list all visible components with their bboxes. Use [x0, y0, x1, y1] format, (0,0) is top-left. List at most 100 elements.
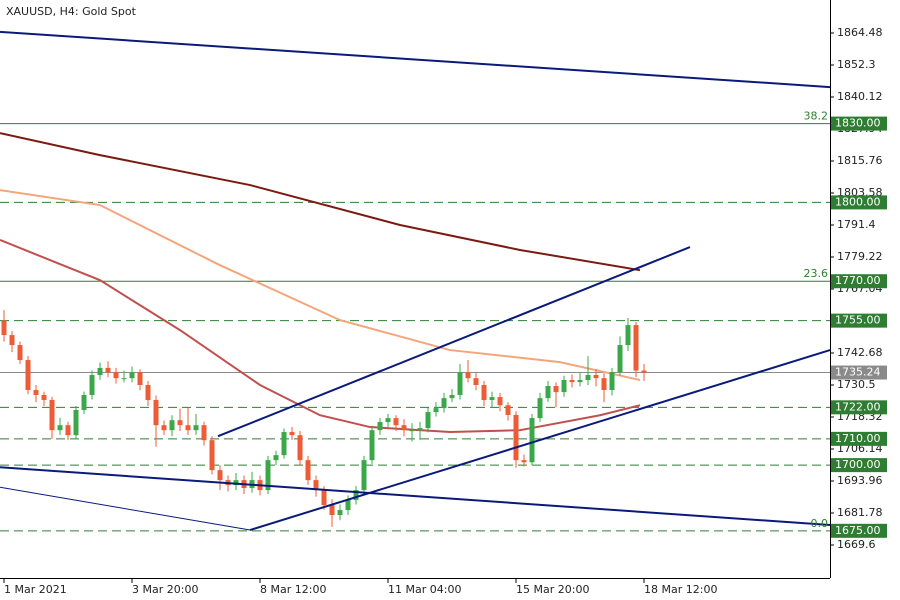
- level-label-box: [831, 523, 887, 538]
- level-label-box: [831, 195, 887, 210]
- candle-body: [9, 335, 15, 346]
- y-tick-label: 1779.22: [837, 250, 883, 263]
- level-label: 1700.00: [835, 458, 881, 471]
- candle-body: [233, 480, 239, 486]
- candle-body: [457, 372, 463, 395]
- trend-line: [0, 486, 251, 531]
- level-label: 1830.00: [835, 117, 881, 130]
- level-label: 1710.00: [835, 432, 881, 445]
- candle-body: [321, 490, 327, 506]
- trend-line: [249, 349, 831, 531]
- candle-body: [57, 425, 63, 431]
- candle-body: [121, 378, 127, 380]
- candle-body: [337, 510, 343, 516]
- candle-body: [305, 460, 311, 481]
- level-label-box: [831, 431, 887, 446]
- candle-body: [185, 425, 191, 431]
- fib-label: 0.0: [811, 517, 829, 530]
- candle-body: [89, 375, 95, 395]
- current-price-label: 1735.24: [835, 366, 881, 379]
- moving-average: [0, 132, 641, 272]
- level-label-box: [831, 458, 887, 473]
- candle-body: [201, 425, 207, 441]
- candle-body: [217, 470, 223, 481]
- level-label-box: [831, 400, 887, 415]
- y-tick-label: 1852.3: [837, 58, 876, 71]
- candle-body: [49, 399, 55, 431]
- candle-body: [273, 455, 279, 461]
- candle-body: [409, 430, 415, 432]
- moving-average: [0, 239, 641, 434]
- candle-body: [529, 418, 535, 463]
- candle-body: [593, 375, 599, 379]
- candle-body: [361, 460, 367, 491]
- candle-body: [353, 490, 359, 501]
- candle-body: [553, 386, 559, 393]
- candle-body: [105, 367, 111, 373]
- candle-body: [33, 389, 39, 395]
- candle-body: [417, 428, 423, 431]
- candle-body: [521, 460, 527, 463]
- candle-body: [297, 435, 303, 461]
- candle-body: [129, 372, 135, 379]
- y-tick-label: 1669.6: [837, 538, 876, 551]
- candle-body: [577, 380, 583, 383]
- x-tick-label: 1 Mar 2021: [4, 583, 67, 596]
- candle-body: [209, 440, 215, 471]
- y-tick-label: 1681.78: [837, 506, 883, 519]
- y-tick-label: 1693.96: [837, 474, 883, 487]
- candle-body: [313, 480, 319, 491]
- candle-body: [169, 420, 175, 431]
- trend-line: [0, 30, 831, 89]
- y-tick-label: 1864.48: [837, 26, 883, 39]
- candle-body: [569, 380, 575, 383]
- plot-area: [0, 30, 831, 532]
- candle-body: [281, 432, 287, 456]
- candle-body: [193, 425, 199, 431]
- candle-body: [617, 345, 623, 373]
- candle-body: [65, 425, 71, 436]
- candle-body: [609, 372, 615, 390]
- chart-title: XAUUSD, H4: Gold Spot: [6, 5, 137, 18]
- trend-line: [0, 466, 831, 527]
- level-label: 1770.00: [835, 274, 881, 287]
- level-label-box: [831, 274, 887, 289]
- candle-body: [561, 380, 567, 393]
- fib-label: 23.6: [804, 267, 829, 280]
- candle-body: [537, 398, 543, 419]
- candle-body: [481, 385, 487, 400]
- x-tick-label: 3 Mar 20:00: [132, 583, 198, 596]
- x-tick-label: 11 Mar 04:00: [388, 583, 461, 596]
- level-label: 1755.00: [835, 314, 881, 327]
- candle-body: [633, 325, 639, 371]
- level-label: 1800.00: [835, 195, 881, 208]
- candle-body: [393, 418, 399, 426]
- candle-body: [433, 408, 439, 413]
- candle-body: [497, 397, 503, 406]
- candle-body: [505, 405, 511, 415]
- candle-body: [177, 420, 183, 426]
- y-tick-label: 1815.76: [837, 154, 883, 167]
- x-tick-label: 15 Mar 20:00: [516, 583, 589, 596]
- y-tick-label: 1840.12: [837, 90, 883, 103]
- candle-body: [585, 375, 591, 381]
- candle-body: [345, 500, 351, 511]
- candle-body: [441, 398, 447, 409]
- trend-line: [217, 246, 691, 438]
- candle-body: [25, 360, 31, 390]
- y-tick-label: 1791.4: [837, 218, 876, 231]
- candle-body: [161, 425, 167, 431]
- candle-body: [377, 422, 383, 431]
- level-label-box: [831, 116, 887, 131]
- candle-body: [17, 345, 23, 361]
- fib-label: 38.2: [804, 110, 829, 123]
- candle-body: [113, 372, 119, 379]
- candle-body: [41, 394, 47, 400]
- candle-body: [465, 372, 471, 379]
- level-label: 1675.00: [835, 524, 881, 537]
- candle-body: [401, 425, 407, 431]
- level-label-box: [831, 313, 887, 328]
- x-tick-label: 18 Mar 12:00: [644, 583, 717, 596]
